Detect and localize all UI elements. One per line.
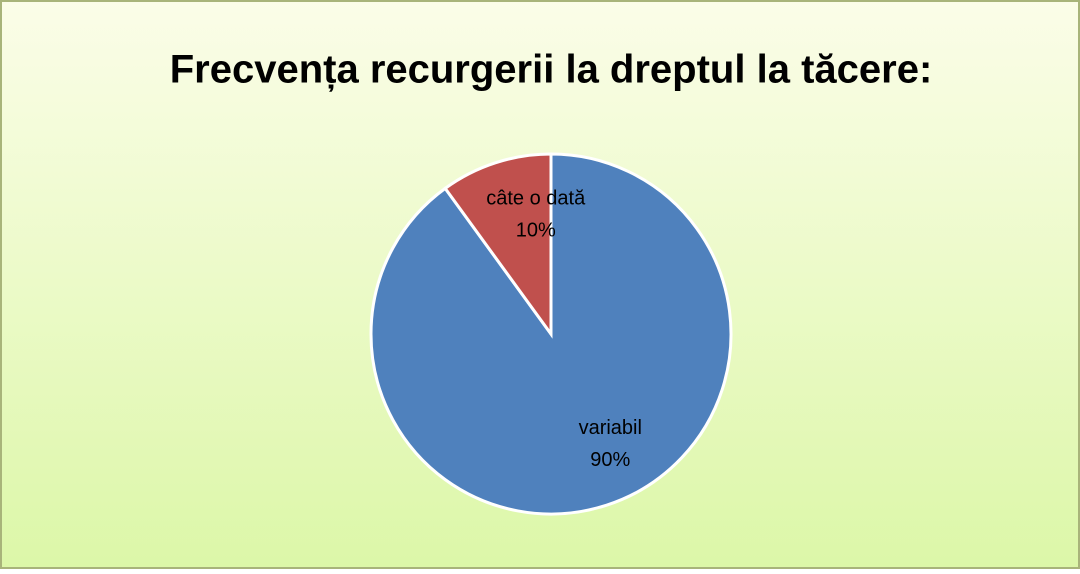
pie-slice [443, 152, 553, 339]
slice-category-label: câte o dată [486, 188, 586, 210]
slice-value-label: 90% [590, 449, 630, 471]
chart-title: Frecvența recurgerii la dreptul la tăcer… [170, 48, 933, 92]
slice-value-label: 10% [516, 220, 556, 242]
slice-category-label: variabil [579, 417, 642, 439]
